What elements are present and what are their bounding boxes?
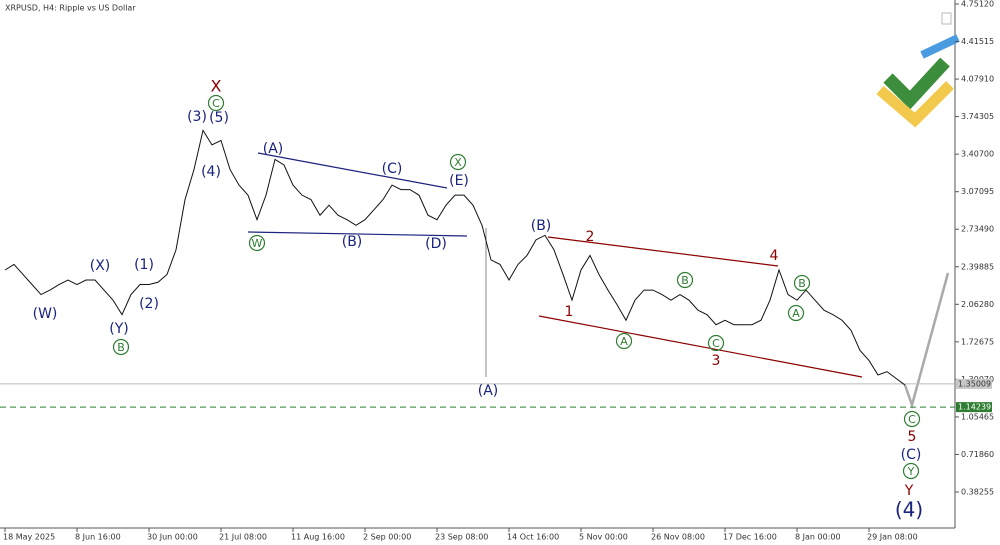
wave-label: 5 <box>908 429 917 445</box>
wave-label: (X) <box>90 258 111 274</box>
wave-label: X <box>454 156 462 169</box>
wave-label: B <box>681 274 689 287</box>
forecast-path <box>903 272 950 410</box>
wave-label: (D) <box>425 236 447 252</box>
channel-line <box>247 231 468 237</box>
y-tick-label: 3.40700 <box>961 150 994 159</box>
wave-label: (B) <box>342 234 363 250</box>
y-tick-label: 2.39885 <box>961 262 994 271</box>
channel-line <box>257 152 448 189</box>
wave-label: (5) <box>209 110 229 126</box>
wave-label: 4 <box>770 248 779 264</box>
y-tick-label: 2.73490 <box>961 225 994 234</box>
price-label: 1.35009 <box>958 379 991 388</box>
wave-label: (3) <box>187 109 207 125</box>
wave-circle <box>112 338 130 356</box>
wave-label: (4) <box>895 498 923 522</box>
y-tick-label: 1.72675 <box>961 337 994 346</box>
channel-line <box>547 236 779 267</box>
wave-circle <box>248 234 266 252</box>
wave-label: (C) <box>901 447 922 463</box>
wave-label: X <box>211 77 222 96</box>
wave-circle <box>707 334 725 352</box>
wave-label: B <box>798 277 806 290</box>
wave-label: (W) <box>33 306 58 322</box>
x-tick-label: 26 Nov 08:00 <box>651 533 705 542</box>
wave-label: C <box>908 413 916 426</box>
wave-label: 3 <box>712 353 721 369</box>
y-tick-label: 4.41515 <box>961 37 994 46</box>
target-label-box <box>956 402 992 413</box>
wave-label: (A) <box>263 141 284 157</box>
wave-label: 1 <box>565 304 574 320</box>
y-tick-label: 3.07095 <box>961 187 994 196</box>
wave-label: Y <box>907 465 915 478</box>
x-tick-label: 14 Oct 16:00 <box>507 533 559 542</box>
x-tick-label: 5 Nov 00:00 <box>579 533 628 542</box>
wave-label: (B) <box>531 218 552 234</box>
wave-label: (Y) <box>109 321 128 337</box>
x-tick-label: 8 Jan 00:00 <box>795 533 841 542</box>
logo <box>876 34 960 128</box>
wave-label: (A) <box>478 383 499 399</box>
wave-circle <box>449 153 467 171</box>
x-tick-label: 21 Jul 08:00 <box>219 533 267 542</box>
x-tick-label: 11 Aug 16:00 <box>291 533 345 542</box>
price-line-series <box>4 129 906 386</box>
x-tick-label: 17 Dec 16:00 <box>723 533 777 542</box>
wave-label: W <box>252 237 263 250</box>
y-tick-label: 0.71860 <box>961 450 994 459</box>
wave-circle <box>676 271 694 289</box>
wave-label: (1) <box>134 257 154 273</box>
target-label: 1.14239 <box>958 403 991 412</box>
wave-label: 2 <box>586 229 595 245</box>
x-tick-label: 23 Sep 08:00 <box>435 533 488 542</box>
y-tick-label: 4.75120 <box>961 0 994 9</box>
wave-label: (E) <box>449 173 469 189</box>
channel-line <box>538 315 863 378</box>
x-tick-label: 30 Jun 00:00 <box>147 533 198 542</box>
x-tick-label: 29 Jan 08:00 <box>867 533 918 542</box>
x-tick-label: 18 May 2025 <box>3 533 55 542</box>
price-label-box <box>956 378 992 389</box>
wave-circle <box>902 462 920 480</box>
y-tick-label: 0.38255 <box>961 488 994 497</box>
wave-label: C <box>712 337 720 350</box>
x-tick-label: 2 Sep 00:00 <box>363 533 411 542</box>
wave-circle <box>615 332 633 350</box>
x-tick-label: 8 Jun 16:00 <box>75 533 121 542</box>
wave-circle <box>793 274 811 292</box>
wave-label: (4) <box>201 164 221 180</box>
wave-label: B <box>117 341 125 354</box>
y-tick-label: 2.06280 <box>961 300 994 309</box>
wave-circle <box>903 410 921 428</box>
trade-button[interactable] <box>941 12 952 25</box>
wave-label: A <box>620 335 628 348</box>
wave-label: Y <box>904 483 914 499</box>
wave-circle <box>787 304 805 322</box>
wave-label: A <box>792 307 800 320</box>
y-tick-label: 1.05465 <box>961 412 994 421</box>
y-tick-label: 3.74305 <box>961 112 994 121</box>
wave-label: (C) <box>382 161 403 177</box>
wave-label: (2) <box>139 296 159 312</box>
y-tick-label: 4.07910 <box>961 75 994 84</box>
wave-label: C <box>212 97 220 110</box>
chart-title: XRPUSD, H4: Ripple vs US Dollar <box>5 4 136 13</box>
wave-circle <box>207 94 225 112</box>
